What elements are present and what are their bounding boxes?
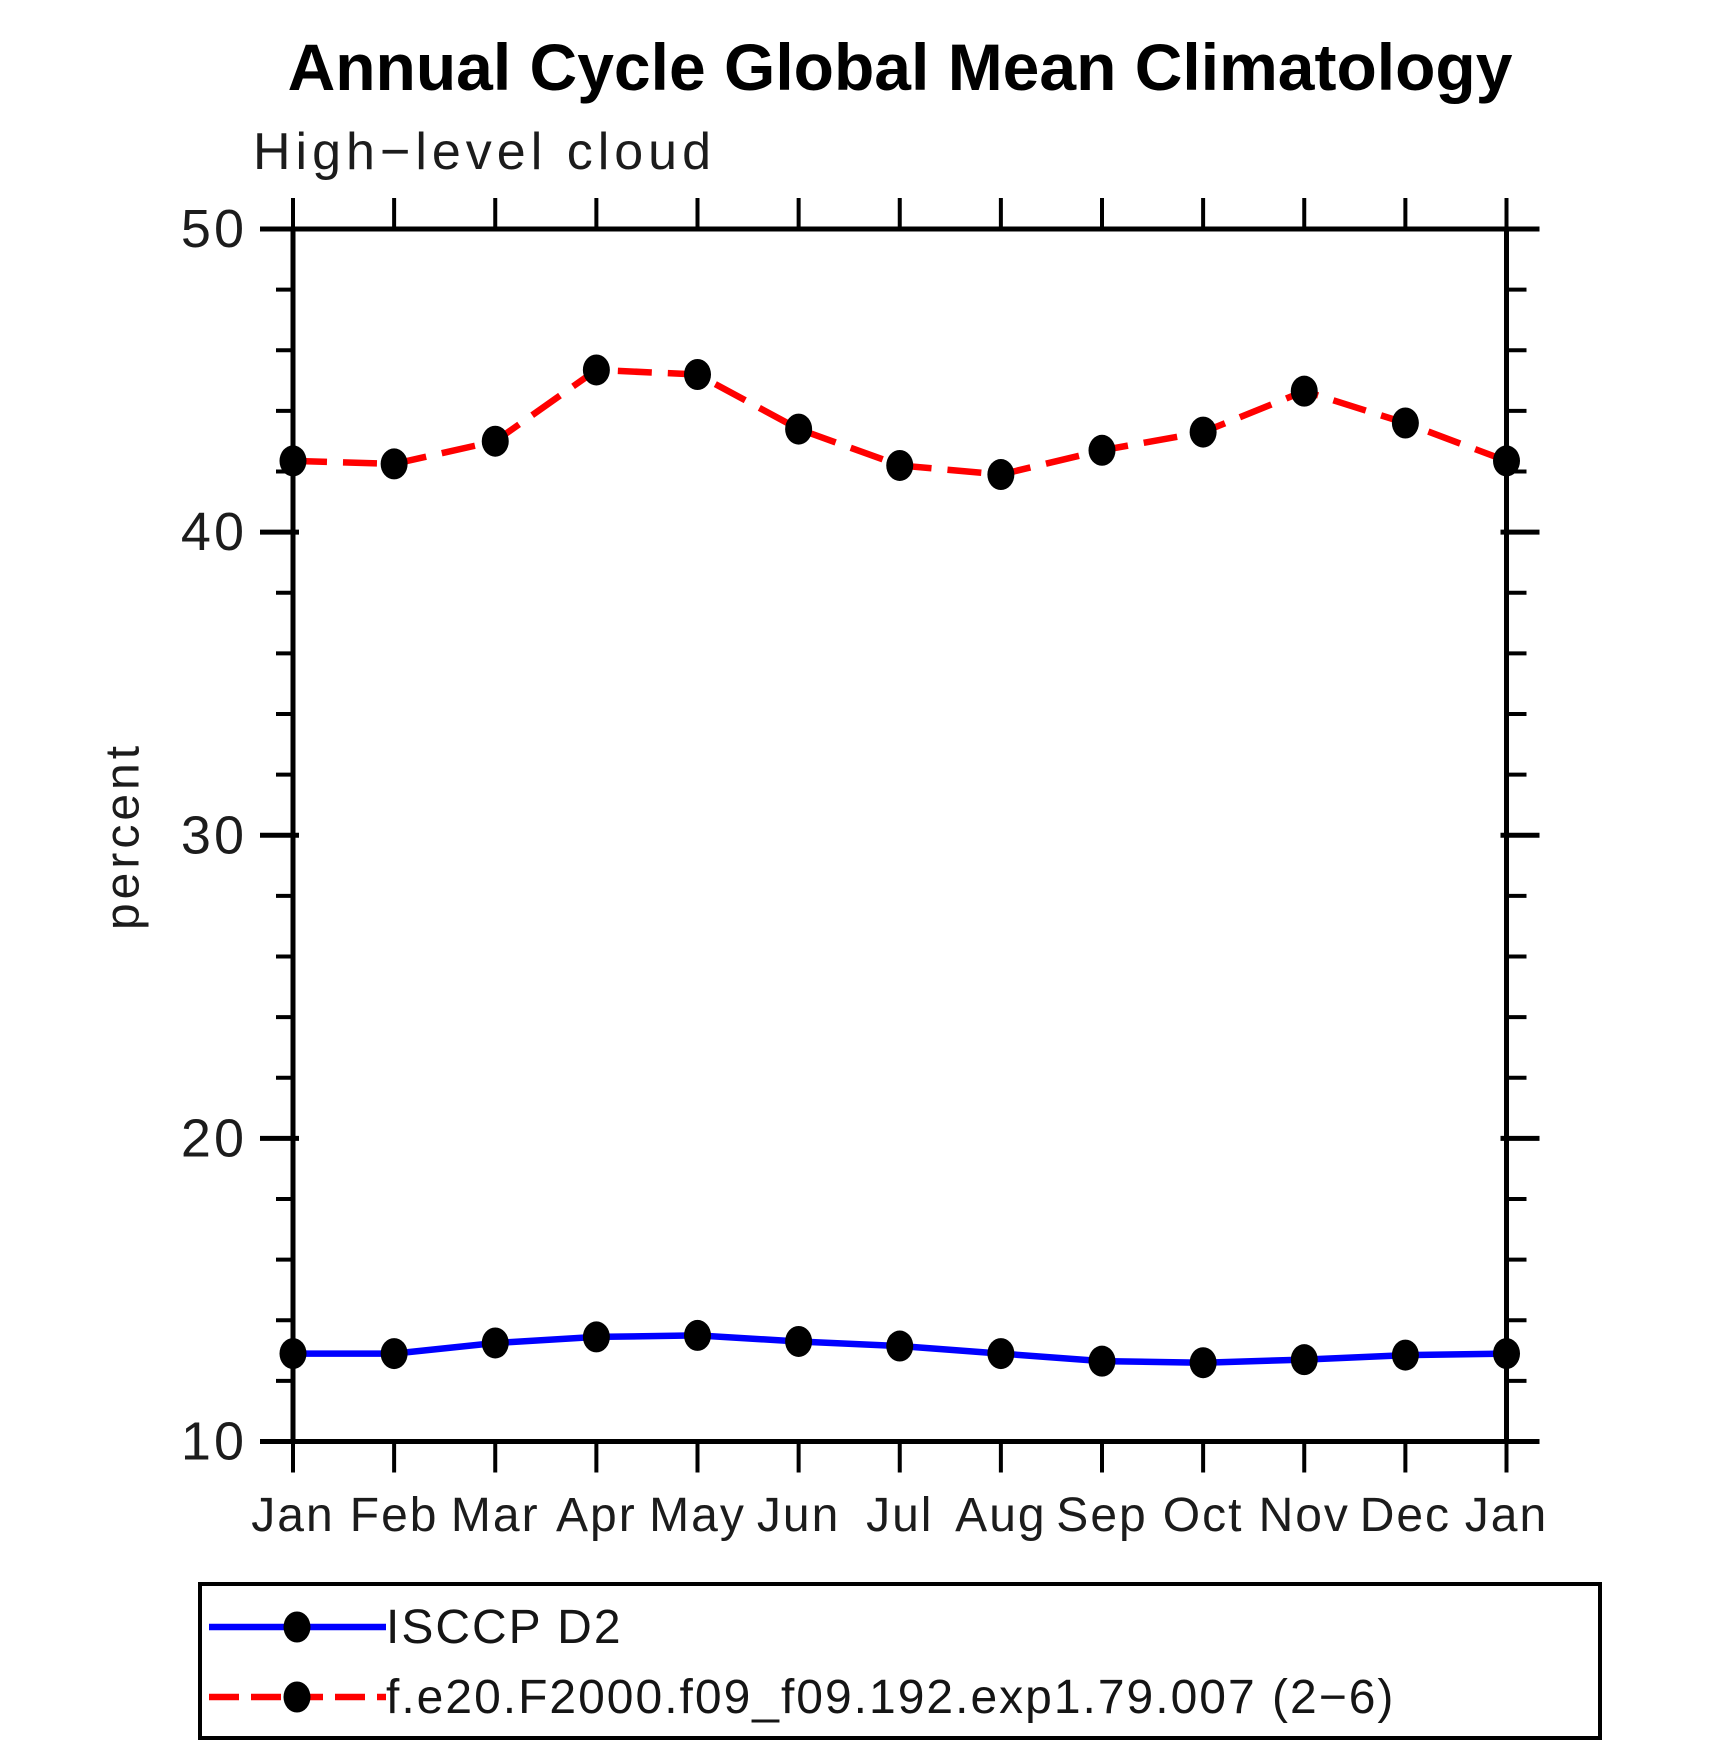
series-marker-0 bbox=[481, 1327, 509, 1359]
series-marker-1 bbox=[279, 445, 307, 477]
series-marker-0 bbox=[886, 1330, 914, 1362]
series-marker-1 bbox=[987, 459, 1015, 491]
legend-entry-model: f.e20.F2000.f09_f09.192.exp1.79.007 (2−6… bbox=[202, 1662, 1598, 1732]
x-tick-label: May bbox=[649, 1489, 746, 1542]
legend-box: ISCCP D2 f.e20.F2000.f09_f09.192.exp1.79… bbox=[198, 1582, 1602, 1740]
y-tick-label: 40 bbox=[181, 502, 247, 562]
legend-label-model: f.e20.F2000.f09_f09.192.exp1.79.007 (2−6… bbox=[386, 1670, 1396, 1724]
series-marker-0 bbox=[1290, 1344, 1318, 1376]
legend-marker bbox=[283, 1681, 311, 1713]
x-tick-label: Jan bbox=[1465, 1489, 1548, 1542]
legend-swatch-model bbox=[209, 1681, 386, 1713]
series-marker-0 bbox=[380, 1338, 408, 1370]
series-marker-1 bbox=[785, 413, 813, 445]
x-tick-label: Jun bbox=[757, 1489, 840, 1542]
series-marker-1 bbox=[684, 359, 711, 390]
x-tick-label: Dec bbox=[1360, 1489, 1451, 1542]
x-tick-label: Mar bbox=[451, 1489, 540, 1542]
series-marker-0 bbox=[785, 1325, 813, 1357]
series-marker-0 bbox=[1493, 1338, 1520, 1370]
series-marker-0 bbox=[1088, 1345, 1116, 1377]
y-tick-label: 20 bbox=[181, 1108, 247, 1168]
legend-swatch-obs bbox=[209, 1611, 386, 1643]
x-tick-label: Aug bbox=[955, 1489, 1046, 1542]
series-marker-0 bbox=[987, 1338, 1015, 1370]
series-marker-0 bbox=[1391, 1339, 1419, 1371]
y-tick-label: 30 bbox=[181, 805, 247, 865]
y-tick-label: 10 bbox=[181, 1412, 247, 1472]
legend-entry-obs: ISCCP D2 bbox=[202, 1592, 1598, 1662]
series-marker-1 bbox=[1189, 416, 1217, 448]
legend-label-obs: ISCCP D2 bbox=[386, 1600, 623, 1654]
x-tick-label: Jul bbox=[866, 1489, 933, 1542]
x-tick-label: Jan bbox=[251, 1489, 334, 1542]
legend-marker bbox=[283, 1611, 311, 1643]
series-marker-0 bbox=[279, 1338, 307, 1370]
series-marker-1 bbox=[582, 354, 610, 386]
series-marker-0 bbox=[684, 1319, 711, 1351]
series-marker-0 bbox=[1189, 1347, 1217, 1379]
x-tick-label: Oct bbox=[1163, 1489, 1244, 1542]
plot-frame bbox=[290, 226, 1509, 1444]
y-tick-label: 50 bbox=[181, 199, 247, 259]
series-marker-0 bbox=[582, 1321, 610, 1353]
chart-subtitle: High−level cloud bbox=[253, 123, 717, 181]
series-marker-1 bbox=[1088, 434, 1116, 466]
series-marker-1 bbox=[380, 448, 408, 480]
x-tick-label: Apr bbox=[556, 1489, 637, 1542]
series-marker-1 bbox=[481, 425, 509, 457]
x-tick-label: Sep bbox=[1056, 1489, 1147, 1542]
series-marker-1 bbox=[1290, 375, 1318, 407]
series-marker-1 bbox=[1493, 445, 1520, 477]
chart-title: Annual Cycle Global Mean Climatology bbox=[287, 30, 1513, 104]
series-marker-1 bbox=[1391, 407, 1419, 439]
x-tick-label: Nov bbox=[1259, 1489, 1350, 1542]
x-tick-label: Feb bbox=[350, 1489, 439, 1542]
series-marker-1 bbox=[886, 449, 914, 481]
